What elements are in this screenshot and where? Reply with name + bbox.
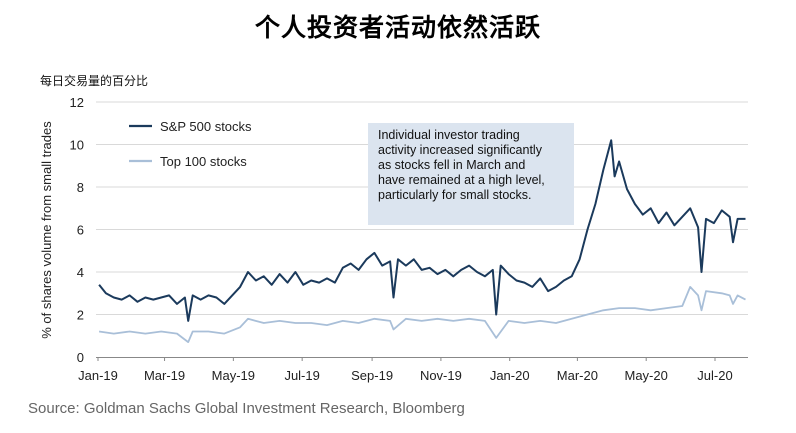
series-line-top100 (98, 286, 746, 343)
x-axis-ticks: Jan-19 Mar-19 May-19 Jul-19 Sep-19 Nov-19 Jan-… (78, 357, 733, 383)
x-tick-label: Jul-19 (284, 368, 319, 383)
x-tick-label: Mar-19 (144, 368, 185, 383)
y-tick-label: 0 (77, 350, 84, 365)
x-tick-label: Sep-19 (351, 368, 393, 383)
legend: S&P 500 stocks Top 100 stocks (129, 119, 252, 169)
y-tick-label: 8 (77, 180, 84, 195)
annotation-line: as stocks fell in March and (378, 158, 526, 172)
y-tick-label: 10 (70, 138, 84, 153)
x-tick-label: Nov-19 (420, 368, 462, 383)
y-tick-label: 4 (77, 265, 84, 280)
source-note: Source: Goldman Sachs Global Investment … (28, 400, 465, 417)
y-axis-label: % of shares volume from small trades (39, 121, 54, 339)
y-tick-label: 6 (77, 223, 84, 238)
annotation-line: Individual investor trading (378, 128, 520, 142)
series-lines (98, 139, 746, 343)
chart-title: 个人投资者活动依然活跃 (254, 13, 541, 42)
x-tick-label: May-19 (212, 368, 255, 383)
x-tick-label: Jan-20 (490, 368, 530, 383)
chart-subtitle: 每日交易量的百分比 (40, 74, 149, 88)
y-tick-label: 12 (70, 95, 84, 110)
annotation-line: have remained at a high level, (378, 173, 545, 187)
x-tick-label: May-20 (625, 368, 668, 383)
annotation-line: activity increased significantly (378, 143, 542, 157)
series-line-sp500 (98, 139, 746, 322)
x-tick-label: Jul-20 (697, 368, 732, 383)
legend-label-sp500: S&P 500 stocks (160, 119, 252, 134)
y-tick-label: 2 (77, 308, 84, 323)
y-axis-ticks: 0 2 4 6 8 10 12 (70, 95, 84, 365)
x-tick-label: Mar-20 (557, 368, 598, 383)
x-tick-label: Jan-19 (78, 368, 118, 383)
annotation-line: particularly for small stocks. (378, 188, 532, 202)
annotation-box: Individual investor trading activity inc… (368, 123, 574, 225)
legend-label-top100: Top 100 stocks (160, 154, 247, 169)
